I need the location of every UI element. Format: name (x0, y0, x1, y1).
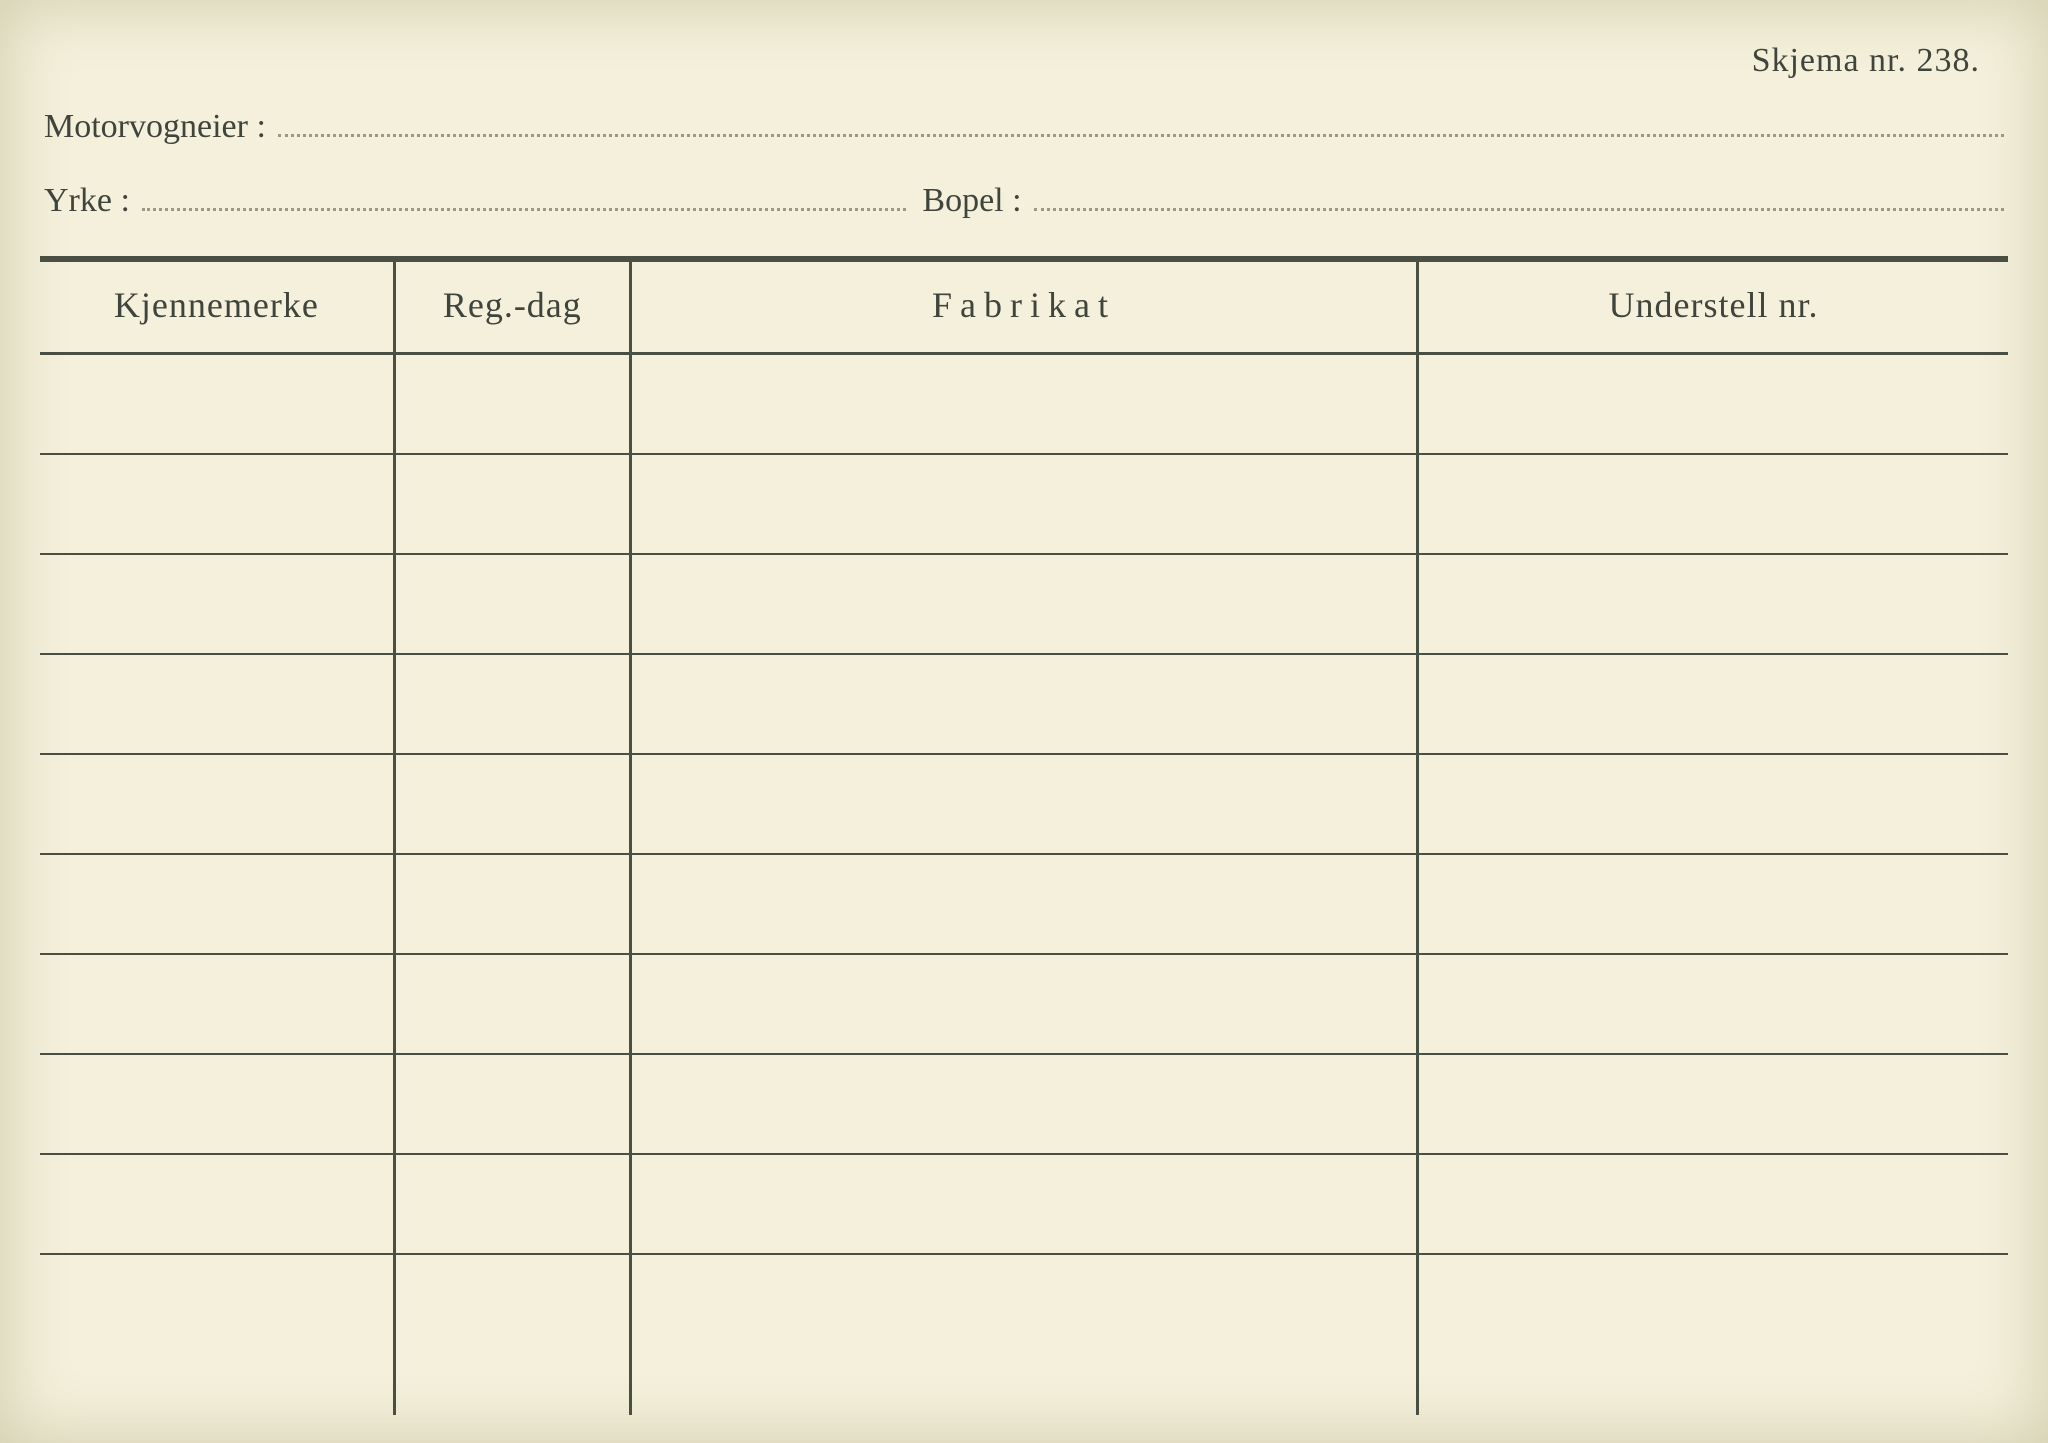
cell-kjennemerke[interactable] (40, 1254, 394, 1415)
cell-understell[interactable] (1418, 1054, 2008, 1154)
table-row (40, 454, 2008, 554)
cell-fabrikat[interactable] (630, 654, 1417, 754)
cell-kjennemerke[interactable] (40, 954, 394, 1054)
cell-understell[interactable] (1418, 454, 2008, 554)
cell-fabrikat[interactable] (630, 454, 1417, 554)
cell-understell[interactable] (1418, 1154, 2008, 1254)
residence-label: Bopel : (922, 182, 1021, 220)
table-row (40, 1254, 2008, 1415)
table-row (40, 1154, 2008, 1254)
cell-reg-dag[interactable] (394, 554, 630, 654)
cell-kjennemerke[interactable] (40, 554, 394, 654)
cell-kjennemerke[interactable] (40, 1154, 394, 1254)
occupation-field: Yrke : (44, 182, 906, 220)
occupation-label: Yrke : (44, 182, 130, 220)
table-row (40, 954, 2008, 1054)
cell-fabrikat[interactable] (630, 554, 1417, 654)
table-row (40, 354, 2008, 455)
cell-kjennemerke[interactable] (40, 354, 394, 455)
cell-reg-dag[interactable] (394, 1154, 630, 1254)
cell-understell[interactable] (1418, 954, 2008, 1054)
owner-value-line[interactable] (278, 120, 2004, 137)
cell-understell[interactable] (1418, 654, 2008, 754)
occupation-value-line[interactable] (142, 194, 906, 211)
cell-reg-dag[interactable] (394, 454, 630, 554)
col-reg-dag: Reg.-dag (394, 259, 630, 354)
occupation-residence-row: Yrke : Bopel : (44, 182, 2004, 220)
table-row (40, 1054, 2008, 1154)
cell-fabrikat[interactable] (630, 954, 1417, 1054)
table-header-row: Kjennemerke Reg.-dag Fabrikat Understell… (40, 259, 2008, 354)
cell-kjennemerke[interactable] (40, 854, 394, 954)
residence-field: Bopel : (922, 182, 2004, 220)
table-row (40, 654, 2008, 754)
cell-fabrikat[interactable] (630, 754, 1417, 854)
table-row (40, 754, 2008, 854)
col-kjennemerke: Kjennemerke (40, 259, 394, 354)
cell-understell[interactable] (1418, 754, 2008, 854)
owner-label: Motorvogneier : (44, 108, 266, 146)
cell-understell[interactable] (1418, 1254, 2008, 1415)
cell-understell[interactable] (1418, 554, 2008, 654)
cell-fabrikat[interactable] (630, 1054, 1417, 1154)
cell-kjennemerke[interactable] (40, 1054, 394, 1154)
table-row (40, 854, 2008, 954)
form-card: Skjema nr. 238. Motorvogneier : Yrke : B… (0, 0, 2048, 1443)
col-fabrikat: Fabrikat (630, 259, 1417, 354)
cell-reg-dag[interactable] (394, 754, 630, 854)
cell-fabrikat[interactable] (630, 354, 1417, 455)
table-row (40, 554, 2008, 654)
registration-table: Kjennemerke Reg.-dag Fabrikat Understell… (40, 256, 2008, 1415)
owner-row: Motorvogneier : (44, 108, 2004, 146)
cell-understell[interactable] (1418, 354, 2008, 455)
cell-reg-dag[interactable] (394, 854, 630, 954)
cell-reg-dag[interactable] (394, 354, 630, 455)
cell-reg-dag[interactable] (394, 1254, 630, 1415)
owner-field: Motorvogneier : (44, 108, 2004, 146)
cell-reg-dag[interactable] (394, 954, 630, 1054)
residence-value-line[interactable] (1034, 194, 2004, 211)
form-number: Skjema nr. 238. (40, 42, 1980, 80)
cell-fabrikat[interactable] (630, 854, 1417, 954)
cell-kjennemerke[interactable] (40, 754, 394, 854)
cell-fabrikat[interactable] (630, 1254, 1417, 1415)
table-body (40, 354, 2008, 1416)
cell-kjennemerke[interactable] (40, 654, 394, 754)
cell-understell[interactable] (1418, 854, 2008, 954)
cell-reg-dag[interactable] (394, 1054, 630, 1154)
cell-fabrikat[interactable] (630, 1154, 1417, 1254)
cell-kjennemerke[interactable] (40, 454, 394, 554)
cell-reg-dag[interactable] (394, 654, 630, 754)
col-understell: Understell nr. (1418, 259, 2008, 354)
